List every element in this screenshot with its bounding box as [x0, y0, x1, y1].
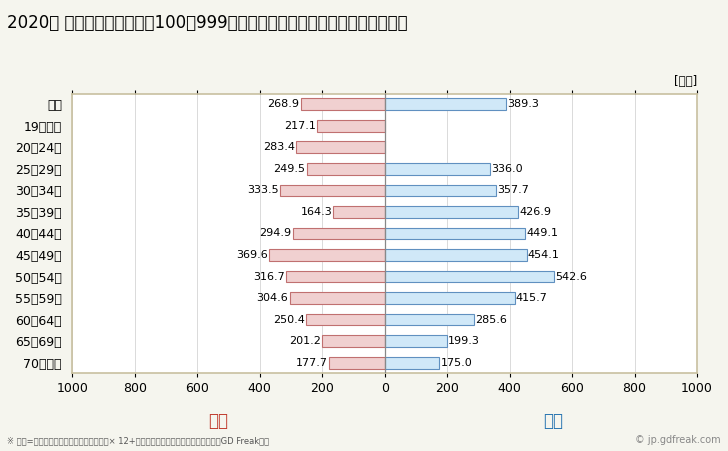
Text: 333.5: 333.5	[248, 185, 280, 195]
Bar	[286, 271, 384, 282]
Text: [万円]: [万円]	[674, 75, 697, 88]
Bar	[280, 184, 384, 196]
Text: 男性: 男性	[543, 412, 563, 430]
Bar	[317, 120, 384, 132]
Bar	[296, 142, 384, 153]
Text: 294.9: 294.9	[259, 229, 291, 239]
Text: 369.6: 369.6	[236, 250, 268, 260]
Bar	[322, 335, 384, 347]
Text: 177.7: 177.7	[296, 358, 328, 368]
Text: ※ 年収=「きまって支給する現金給与額」× 12+「年間賞与その他特別給与額」としてGD Freak推計: ※ 年収=「きまって支給する現金給与額」× 12+「年間賞与その他特別給与額」と…	[7, 436, 269, 445]
Bar	[384, 163, 490, 175]
Bar	[384, 292, 515, 304]
Text: 175.0: 175.0	[440, 358, 472, 368]
Bar	[329, 357, 384, 368]
Bar	[384, 335, 447, 347]
Text: 304.6: 304.6	[256, 293, 288, 303]
Text: 201.2: 201.2	[289, 336, 320, 346]
Bar	[269, 249, 384, 261]
Bar	[384, 228, 525, 239]
Text: 268.9: 268.9	[267, 99, 299, 109]
Bar	[384, 184, 496, 196]
Text: 249.5: 249.5	[274, 164, 306, 174]
Bar	[333, 206, 384, 218]
Text: 2020年 民間企業（従業者数100～999人）フルタイム労働者の男女別平均年収: 2020年 民間企業（従業者数100～999人）フルタイム労働者の男女別平均年収	[7, 14, 408, 32]
Bar	[384, 206, 518, 218]
Text: 454.1: 454.1	[528, 250, 560, 260]
Bar	[290, 292, 384, 304]
Bar	[293, 228, 384, 239]
Bar	[384, 313, 474, 326]
Text: 285.6: 285.6	[475, 315, 507, 325]
Text: 283.4: 283.4	[263, 143, 295, 152]
Text: © jp.gdfreak.com: © jp.gdfreak.com	[635, 435, 721, 445]
Text: 164.3: 164.3	[301, 207, 332, 217]
Bar	[384, 271, 554, 282]
Text: 316.7: 316.7	[253, 272, 285, 281]
Bar	[306, 163, 384, 175]
Text: 217.1: 217.1	[284, 121, 316, 131]
Bar	[384, 357, 439, 368]
Bar	[384, 249, 526, 261]
Text: 426.9: 426.9	[519, 207, 551, 217]
Text: 336.0: 336.0	[491, 164, 523, 174]
Text: 250.4: 250.4	[273, 315, 305, 325]
Bar	[306, 313, 384, 326]
Text: 199.3: 199.3	[448, 336, 480, 346]
Text: 389.3: 389.3	[507, 99, 539, 109]
Text: 449.1: 449.1	[526, 229, 558, 239]
Text: 女性: 女性	[208, 412, 229, 430]
Bar	[384, 98, 506, 110]
Text: 542.6: 542.6	[555, 272, 587, 281]
Text: 415.7: 415.7	[515, 293, 547, 303]
Text: 357.7: 357.7	[498, 185, 529, 195]
Bar	[301, 98, 384, 110]
